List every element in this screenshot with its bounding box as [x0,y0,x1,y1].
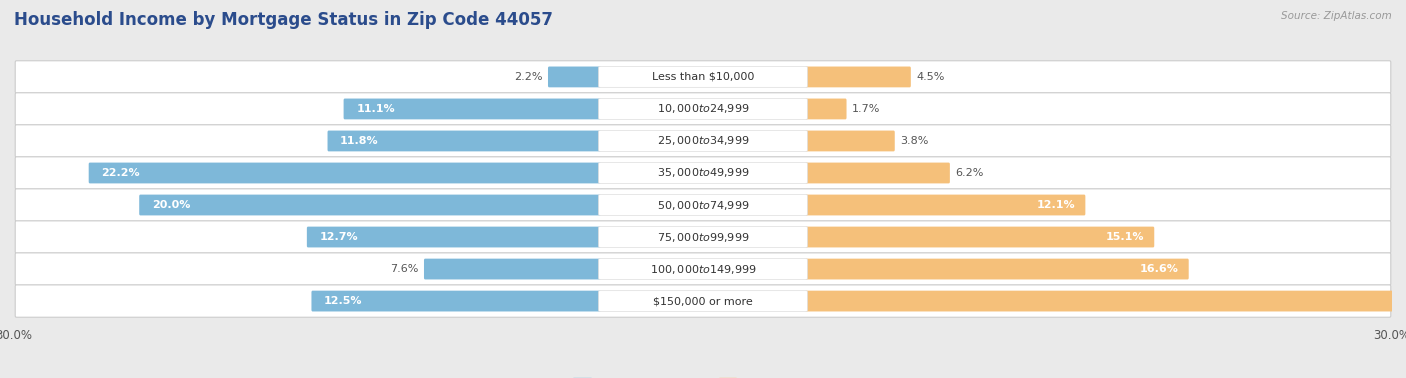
FancyBboxPatch shape [15,189,1391,221]
Text: $10,000 to $24,999: $10,000 to $24,999 [657,102,749,115]
Text: $35,000 to $49,999: $35,000 to $49,999 [657,166,749,180]
FancyBboxPatch shape [599,259,807,279]
FancyBboxPatch shape [328,130,600,151]
FancyBboxPatch shape [806,67,911,87]
FancyBboxPatch shape [806,195,1085,215]
FancyBboxPatch shape [806,227,1154,248]
FancyBboxPatch shape [15,221,1391,253]
Text: Household Income by Mortgage Status in Zip Code 44057: Household Income by Mortgage Status in Z… [14,11,553,29]
Text: 4.5%: 4.5% [917,72,945,82]
Text: 11.1%: 11.1% [356,104,395,114]
Text: 6.2%: 6.2% [956,168,984,178]
FancyBboxPatch shape [15,285,1391,317]
Text: 1.7%: 1.7% [852,104,880,114]
FancyBboxPatch shape [806,291,1406,311]
Text: 16.6%: 16.6% [1139,264,1178,274]
FancyBboxPatch shape [806,259,1188,279]
FancyBboxPatch shape [806,130,894,151]
FancyBboxPatch shape [343,99,600,119]
Text: Source: ZipAtlas.com: Source: ZipAtlas.com [1281,11,1392,21]
FancyBboxPatch shape [599,67,807,87]
Text: Less than $10,000: Less than $10,000 [652,72,754,82]
FancyBboxPatch shape [599,195,807,215]
FancyBboxPatch shape [15,61,1391,93]
Text: $75,000 to $99,999: $75,000 to $99,999 [657,231,749,243]
Text: 7.6%: 7.6% [389,264,418,274]
FancyBboxPatch shape [599,130,807,151]
FancyBboxPatch shape [15,253,1391,285]
Text: $100,000 to $149,999: $100,000 to $149,999 [650,263,756,276]
Legend: Without Mortgage, With Mortgage: Without Mortgage, With Mortgage [568,373,838,378]
FancyBboxPatch shape [599,291,807,311]
FancyBboxPatch shape [599,227,807,248]
Text: 12.7%: 12.7% [319,232,359,242]
FancyBboxPatch shape [15,93,1391,125]
FancyBboxPatch shape [89,163,600,183]
FancyBboxPatch shape [312,291,600,311]
Text: $50,000 to $74,999: $50,000 to $74,999 [657,198,749,212]
FancyBboxPatch shape [599,99,807,119]
Text: 15.1%: 15.1% [1105,232,1144,242]
FancyBboxPatch shape [425,259,600,279]
FancyBboxPatch shape [307,227,600,248]
Text: 20.0%: 20.0% [152,200,190,210]
Text: $150,000 or more: $150,000 or more [654,296,752,306]
FancyBboxPatch shape [139,195,600,215]
FancyBboxPatch shape [599,163,807,183]
Text: 22.2%: 22.2% [101,168,141,178]
FancyBboxPatch shape [548,67,600,87]
Text: 12.5%: 12.5% [323,296,363,306]
Text: 2.2%: 2.2% [513,72,543,82]
Text: 3.8%: 3.8% [900,136,929,146]
FancyBboxPatch shape [15,125,1391,157]
FancyBboxPatch shape [806,99,846,119]
Text: 11.8%: 11.8% [340,136,378,146]
FancyBboxPatch shape [806,163,950,183]
Text: $25,000 to $34,999: $25,000 to $34,999 [657,135,749,147]
FancyBboxPatch shape [15,157,1391,189]
Text: 12.1%: 12.1% [1036,200,1076,210]
